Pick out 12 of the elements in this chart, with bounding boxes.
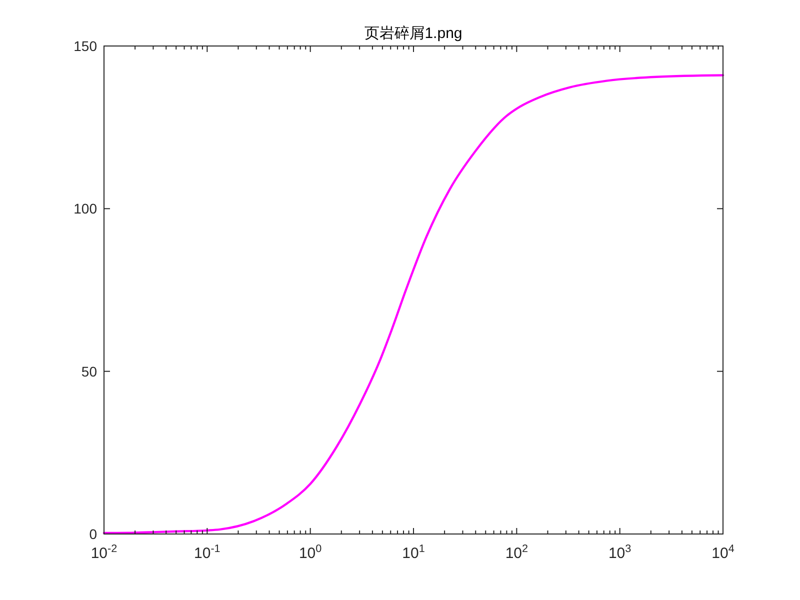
x-tick-label: 10$^{4}$ xyxy=(712,543,734,562)
x-tick-label: 10$^{-2}$ xyxy=(90,543,118,562)
y-tick-label: 100 xyxy=(74,200,98,217)
x-tick-label: 10$^{0}$ xyxy=(298,543,322,562)
y-tick-label: 50 xyxy=(81,363,98,380)
x-tick-label: 10$^{3}$ xyxy=(608,543,632,562)
x-tick-label: 10$^{2}$ xyxy=(505,543,528,562)
y-tick-label: 150 xyxy=(74,38,98,54)
x-tick-label: 10$^{-1}$ xyxy=(194,543,220,562)
chart-title: 页岩碎屑1.png xyxy=(364,25,462,42)
y-tick-label: 0 xyxy=(89,526,98,542)
x-tick-label: 10$^{1}$ xyxy=(402,543,425,562)
